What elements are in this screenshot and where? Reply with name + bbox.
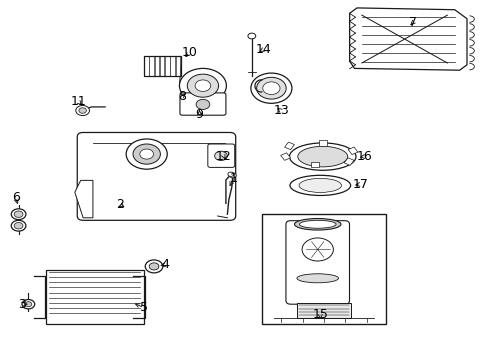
Bar [347, 147, 357, 154]
Circle shape [247, 33, 255, 39]
Ellipse shape [296, 274, 338, 283]
Circle shape [140, 149, 153, 159]
Text: 16: 16 [356, 150, 371, 163]
Bar [261, 214, 386, 324]
Ellipse shape [297, 146, 347, 167]
Circle shape [179, 68, 226, 103]
Text: 7: 7 [408, 16, 416, 29]
Text: 3: 3 [18, 298, 26, 311]
Circle shape [149, 263, 159, 270]
Ellipse shape [299, 178, 341, 193]
Text: 8: 8 [178, 90, 185, 103]
Ellipse shape [289, 143, 355, 170]
Circle shape [187, 74, 218, 97]
Text: 5: 5 [140, 301, 148, 314]
FancyBboxPatch shape [285, 221, 349, 304]
Text: 2: 2 [116, 198, 123, 211]
Bar [175, 56, 180, 76]
Text: 14: 14 [255, 43, 270, 56]
Bar [284, 142, 294, 150]
Circle shape [195, 80, 210, 91]
Text: 10: 10 [182, 46, 197, 59]
Circle shape [262, 82, 280, 95]
Bar [311, 162, 319, 167]
Text: 11: 11 [70, 95, 86, 108]
Circle shape [25, 302, 32, 307]
Text: 9: 9 [195, 108, 203, 121]
Text: 12: 12 [216, 150, 231, 163]
FancyBboxPatch shape [77, 132, 235, 220]
Circle shape [256, 77, 285, 99]
Text: 13: 13 [273, 104, 288, 117]
Bar [160, 56, 164, 76]
Text: 15: 15 [312, 309, 327, 321]
Circle shape [76, 105, 89, 116]
Bar [344, 158, 353, 165]
Bar [170, 56, 175, 76]
FancyBboxPatch shape [207, 144, 234, 167]
Bar [319, 140, 326, 145]
Bar [154, 56, 159, 76]
Text: 17: 17 [352, 178, 368, 191]
Circle shape [214, 151, 227, 161]
Circle shape [302, 238, 333, 261]
Text: 6: 6 [12, 191, 20, 204]
Circle shape [133, 144, 160, 164]
Text: 1: 1 [229, 172, 237, 185]
Bar [144, 56, 181, 76]
Circle shape [22, 300, 35, 309]
Bar [280, 153, 290, 160]
Circle shape [11, 209, 26, 220]
Polygon shape [75, 180, 93, 218]
Circle shape [250, 73, 291, 103]
Ellipse shape [289, 175, 350, 195]
Circle shape [196, 99, 209, 109]
Circle shape [229, 173, 236, 178]
Circle shape [145, 260, 163, 273]
Bar [144, 56, 148, 76]
FancyBboxPatch shape [180, 93, 225, 115]
Bar [165, 56, 169, 76]
Circle shape [11, 220, 26, 231]
Bar [46, 270, 144, 324]
Circle shape [79, 108, 86, 113]
Circle shape [227, 172, 233, 176]
Bar [149, 56, 154, 76]
Text: 4: 4 [161, 258, 169, 271]
Circle shape [14, 211, 23, 217]
Ellipse shape [299, 220, 335, 228]
Bar [296, 303, 351, 318]
Circle shape [126, 139, 167, 169]
Circle shape [14, 222, 23, 229]
Ellipse shape [294, 219, 340, 230]
Polygon shape [349, 8, 466, 70]
